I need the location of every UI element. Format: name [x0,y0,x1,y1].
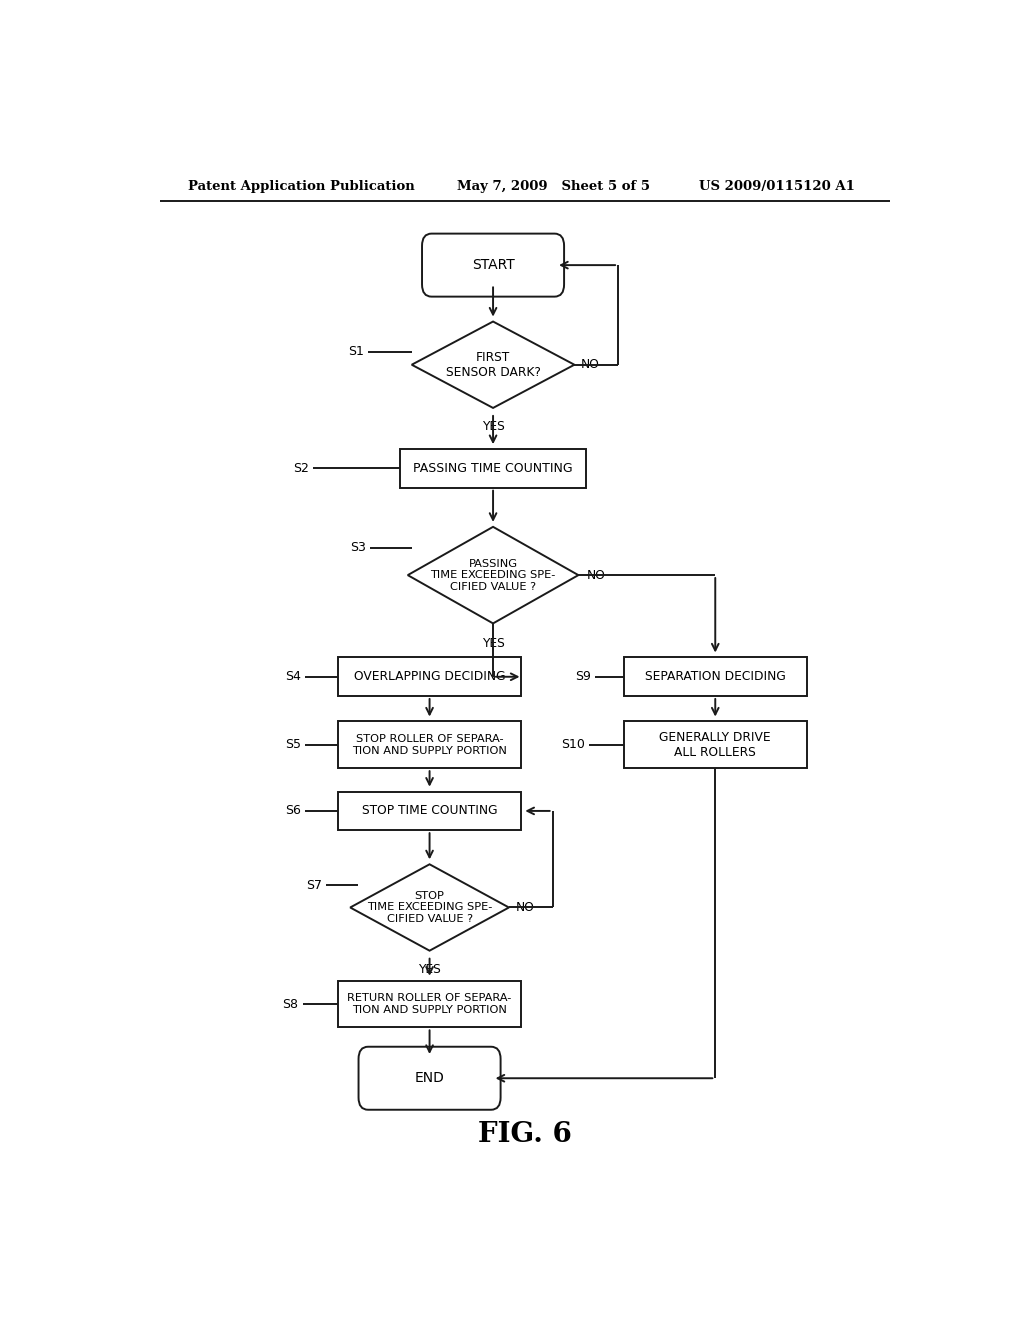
Text: YES: YES [481,636,505,649]
Text: S3: S3 [350,541,367,554]
Text: START: START [472,259,514,272]
Text: S1: S1 [348,345,364,358]
Text: YES: YES [418,962,441,975]
Text: S9: S9 [575,671,592,684]
Text: FIG. 6: FIG. 6 [478,1121,571,1147]
Text: S4: S4 [285,671,301,684]
Text: US 2009/0115120 A1: US 2009/0115120 A1 [699,181,855,193]
Polygon shape [412,322,574,408]
Text: NO: NO [515,902,535,913]
Text: S2: S2 [293,462,309,475]
Text: May 7, 2009   Sheet 5 of 5: May 7, 2009 Sheet 5 of 5 [458,181,650,193]
Text: S6: S6 [285,804,301,817]
Text: GENERALLY DRIVE
ALL ROLLERS: GENERALLY DRIVE ALL ROLLERS [659,731,771,759]
Text: S10: S10 [561,738,585,751]
Bar [338,722,521,768]
Text: PASSING
TIME EXCEEDING SPE-
CIFIED VALUE ?: PASSING TIME EXCEEDING SPE- CIFIED VALUE… [430,558,556,591]
Text: PASSING TIME COUNTING: PASSING TIME COUNTING [414,462,572,475]
Text: NO: NO [587,569,605,582]
Text: STOP
TIME EXCEEDING SPE-
CIFIED VALUE ?: STOP TIME EXCEEDING SPE- CIFIED VALUE ? [367,891,493,924]
Bar [338,792,521,830]
FancyBboxPatch shape [358,1047,501,1110]
Text: RETURN ROLLER OF SEPARA-
TION AND SUPPLY PORTION: RETURN ROLLER OF SEPARA- TION AND SUPPLY… [347,993,512,1015]
Text: S8: S8 [283,998,299,1011]
Text: FIRST
SENSOR DARK?: FIRST SENSOR DARK? [445,351,541,379]
Text: YES: YES [481,420,505,433]
Bar [338,981,521,1027]
Bar [624,657,807,696]
Bar [624,722,807,768]
Text: NO: NO [581,358,600,371]
Bar [338,657,521,696]
Text: STOP ROLLER OF SEPARA-
TION AND SUPPLY PORTION: STOP ROLLER OF SEPARA- TION AND SUPPLY P… [352,734,507,755]
Text: S5: S5 [285,738,301,751]
Polygon shape [408,527,579,623]
Bar [399,449,587,487]
Text: Patent Application Publication: Patent Application Publication [187,181,415,193]
Polygon shape [350,865,509,950]
Text: END: END [415,1072,444,1085]
Text: STOP TIME COUNTING: STOP TIME COUNTING [361,804,498,817]
Text: OVERLAPPING DECIDING: OVERLAPPING DECIDING [354,671,505,684]
FancyBboxPatch shape [422,234,564,297]
Text: S7: S7 [306,879,323,891]
Text: SEPARATION DECIDING: SEPARATION DECIDING [645,671,785,684]
